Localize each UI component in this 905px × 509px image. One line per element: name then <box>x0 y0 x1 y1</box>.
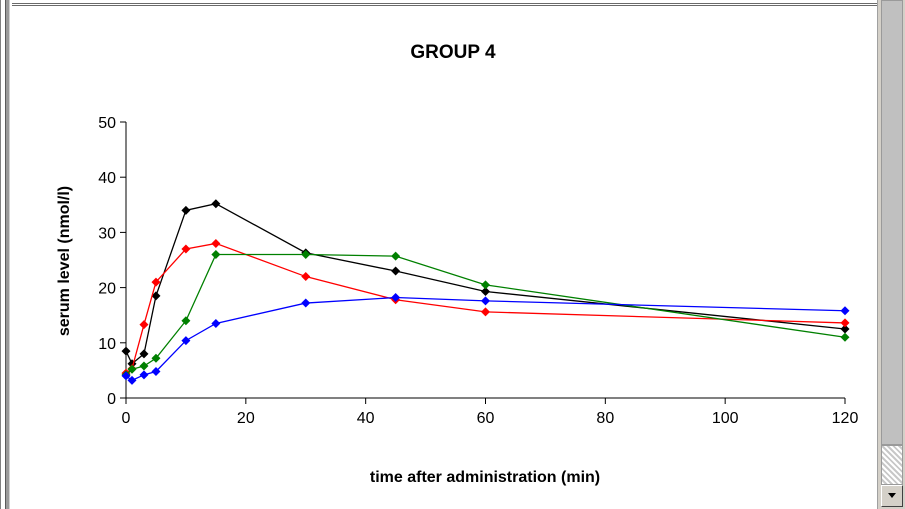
data-point <box>127 364 137 374</box>
y-tick-label: 30 <box>98 225 116 242</box>
series-4 <box>121 293 850 385</box>
series-group <box>121 199 850 385</box>
data-point <box>391 293 401 303</box>
data-point <box>211 199 221 209</box>
data-point <box>181 336 191 346</box>
data-point <box>181 244 191 254</box>
data-point <box>181 205 191 215</box>
x-tick-label: 0 <box>122 410 131 427</box>
x-tick-label: 20 <box>237 410 255 427</box>
data-point <box>139 320 149 330</box>
data-point <box>211 318 221 328</box>
y-axis-label: serum level (nmol/l) <box>56 186 73 336</box>
data-point <box>121 371 131 381</box>
vertical-scrollbar[interactable] <box>877 0 905 509</box>
y-tick-label: 20 <box>98 281 116 298</box>
data-point <box>840 306 850 316</box>
x-tick-label: 80 <box>596 410 614 427</box>
y-tick-label: 10 <box>98 336 116 353</box>
data-point <box>481 307 490 317</box>
series-line <box>125 253 846 376</box>
data-point <box>481 280 490 290</box>
scrollbar-track[interactable] <box>881 0 903 445</box>
chart-title: GROUP 4 <box>410 42 496 63</box>
data-point <box>301 298 311 308</box>
series-1 <box>121 199 850 369</box>
axes <box>120 121 846 404</box>
x-tick-label: 120 <box>832 410 859 427</box>
data-point <box>481 296 490 306</box>
x-tick-label: 40 <box>357 410 375 427</box>
data-point <box>151 353 161 363</box>
data-point <box>139 361 149 371</box>
x-tick-label: 100 <box>712 410 739 427</box>
data-point <box>301 272 311 282</box>
data-point <box>151 277 161 287</box>
data-point <box>301 249 311 259</box>
tick-labels: 0 10 20 30 40 50 0 20 40 60 80 100 120 <box>98 115 858 427</box>
data-point <box>840 332 850 342</box>
series-line <box>125 203 846 365</box>
data-point <box>151 367 161 377</box>
data-point <box>121 346 131 356</box>
arrow-down-icon <box>888 493 896 498</box>
window-frame-top <box>0 0 877 6</box>
x-tick-label: 60 <box>477 410 495 427</box>
data-point <box>391 266 401 276</box>
window-frame-left <box>0 0 12 509</box>
data-point <box>127 375 137 385</box>
series-line <box>125 242 846 374</box>
data-point <box>139 349 149 359</box>
y-tick-label: 50 <box>98 115 116 132</box>
y-tick-label: 0 <box>107 391 116 408</box>
y-tick-label: 40 <box>98 170 116 187</box>
data-point <box>211 238 221 248</box>
chart-area: GROUP 4 0 10 20 30 40 50 0 20 40 60 80 100 120 time … <box>56 42 858 486</box>
data-point <box>391 251 401 261</box>
data-point <box>151 291 161 301</box>
x-axis-label: time after administration (min) <box>370 469 600 486</box>
data-point <box>211 249 221 259</box>
scroll-down-button[interactable] <box>881 485 903 507</box>
series-line <box>125 296 846 382</box>
data-point <box>481 286 490 296</box>
data-point <box>181 316 191 326</box>
data-point <box>840 318 850 328</box>
data-point <box>139 370 149 380</box>
scrollbar-thumb[interactable] <box>881 445 903 485</box>
data-point <box>840 324 850 334</box>
